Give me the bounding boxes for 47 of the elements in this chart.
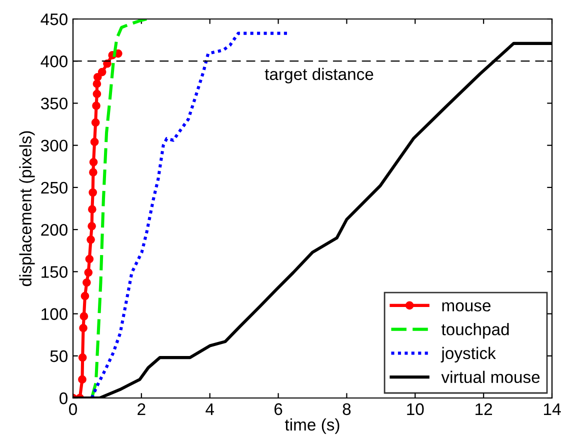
point [84,268,93,277]
y-axis-title: displacement (pixels) [19,131,35,286]
point [79,324,88,332]
y-tick-label: 350 [40,98,68,110]
x-tick-label: 8 [342,403,351,416]
y-tick-label: 0 [60,392,68,404]
x-tick-label: 6 [274,403,282,416]
point [78,375,86,384]
y-tick-label: 100 [42,308,68,320]
y-tick-label: 150 [42,266,68,278]
legend-label: joystick [440,346,496,362]
point [88,188,98,197]
y-tick-label: 50 [50,350,68,362]
x-tick-label: 14 [544,403,561,415]
line-series [90,19,148,398]
point [82,278,91,287]
x-axis-title: time (s) [284,418,340,434]
point [80,292,90,300]
point [88,222,96,230]
y-tick-label: 300 [40,140,68,152]
point [89,168,98,176]
point [85,254,94,264]
point [98,68,106,76]
x-tick-label: 10 [407,403,424,416]
x-tick-label: 0 [69,403,77,416]
point [93,72,102,82]
x-tick-label: 2 [138,403,146,415]
point [92,90,102,98]
x-tick-label: 4 [206,403,214,415]
point [86,235,95,244]
legend-label: mouse [442,302,491,312]
point [88,205,96,214]
point [92,80,102,88]
point [91,118,100,127]
point [80,312,88,320]
point [89,158,98,166]
x-tick-label: 12 [476,403,492,415]
y-tick-label: 400 [40,56,68,68]
point [90,138,99,146]
y-tick-label: 250 [41,182,68,194]
point [92,102,100,110]
y-tick-label: 450 [40,13,68,26]
legend-label: touchpad [441,323,509,339]
legend-label: virtual mouse [441,370,540,384]
point [78,353,87,362]
ref-line-label: target distance [264,68,374,84]
y-tick-label: 200 [41,224,68,236]
